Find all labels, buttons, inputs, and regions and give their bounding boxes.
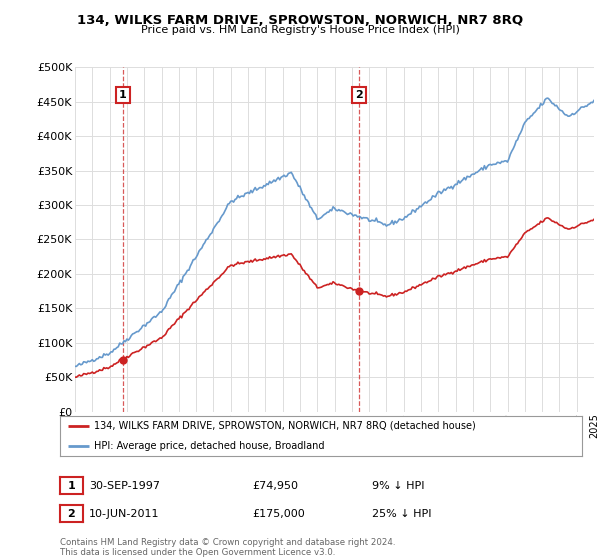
Text: Price paid vs. HM Land Registry's House Price Index (HPI): Price paid vs. HM Land Registry's House …	[140, 25, 460, 35]
Text: 134, WILKS FARM DRIVE, SPROWSTON, NORWICH, NR7 8RQ: 134, WILKS FARM DRIVE, SPROWSTON, NORWIC…	[77, 14, 523, 27]
Text: £74,950: £74,950	[252, 480, 298, 491]
Text: 25% ↓ HPI: 25% ↓ HPI	[372, 508, 431, 519]
Text: 30-SEP-1997: 30-SEP-1997	[89, 480, 160, 491]
Text: HPI: Average price, detached house, Broadland: HPI: Average price, detached house, Broa…	[94, 441, 325, 451]
Text: 10-JUN-2011: 10-JUN-2011	[89, 508, 160, 519]
Text: 2: 2	[68, 508, 75, 519]
Text: 134, WILKS FARM DRIVE, SPROWSTON, NORWICH, NR7 8RQ (detached house): 134, WILKS FARM DRIVE, SPROWSTON, NORWIC…	[94, 421, 476, 431]
Text: Contains HM Land Registry data © Crown copyright and database right 2024.
This d: Contains HM Land Registry data © Crown c…	[60, 538, 395, 557]
Text: 1: 1	[119, 90, 127, 100]
Text: £175,000: £175,000	[252, 508, 305, 519]
Text: 2: 2	[356, 90, 363, 100]
Text: 9% ↓ HPI: 9% ↓ HPI	[372, 480, 425, 491]
Text: 1: 1	[68, 480, 75, 491]
